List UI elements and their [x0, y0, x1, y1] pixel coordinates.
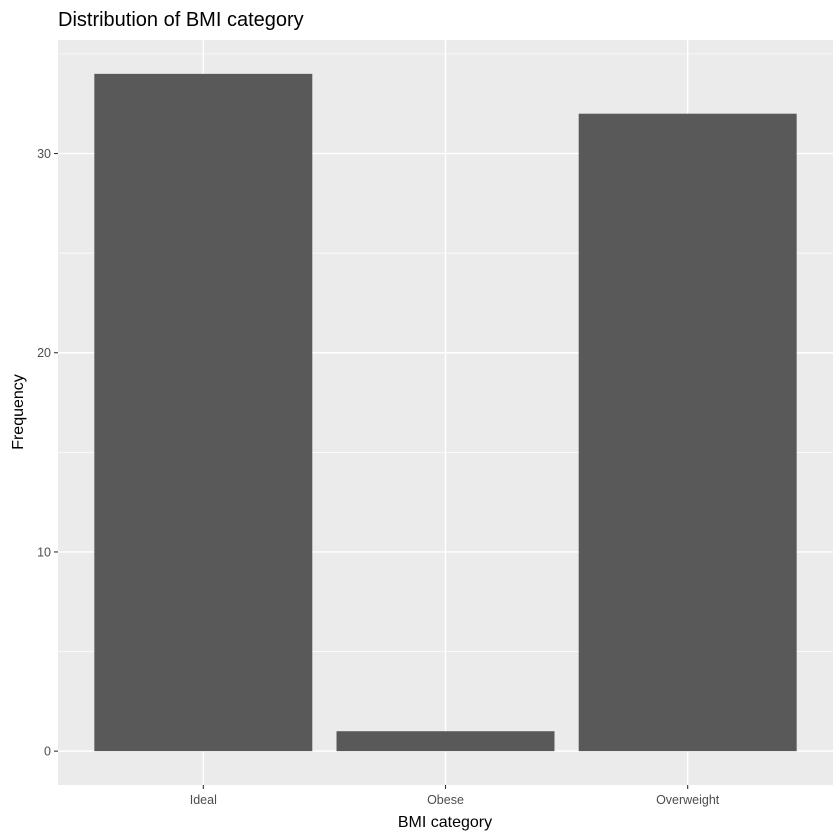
y-tick-label: 20: [37, 346, 51, 360]
y-tick-label: 10: [37, 545, 51, 559]
y-axis-title: Frequency: [10, 374, 27, 450]
bar-ideal: [94, 73, 313, 752]
x-tick-label: Obese: [427, 793, 464, 807]
chart-title: Distribution of BMI category: [58, 9, 304, 31]
y-tick-label: 0: [44, 745, 51, 759]
y-tick-label: 30: [37, 147, 51, 161]
x-tick-label: Ideal: [190, 793, 217, 807]
bar-overweight: [578, 113, 797, 752]
y-axis: 0 10 20 30: [37, 147, 58, 759]
x-tick-label: Overweight: [656, 793, 720, 807]
bar-obese: [336, 731, 555, 752]
x-axis: Ideal Obese Overweight: [190, 785, 720, 807]
x-axis-title: BMI category: [398, 814, 492, 831]
bars: [94, 73, 797, 752]
